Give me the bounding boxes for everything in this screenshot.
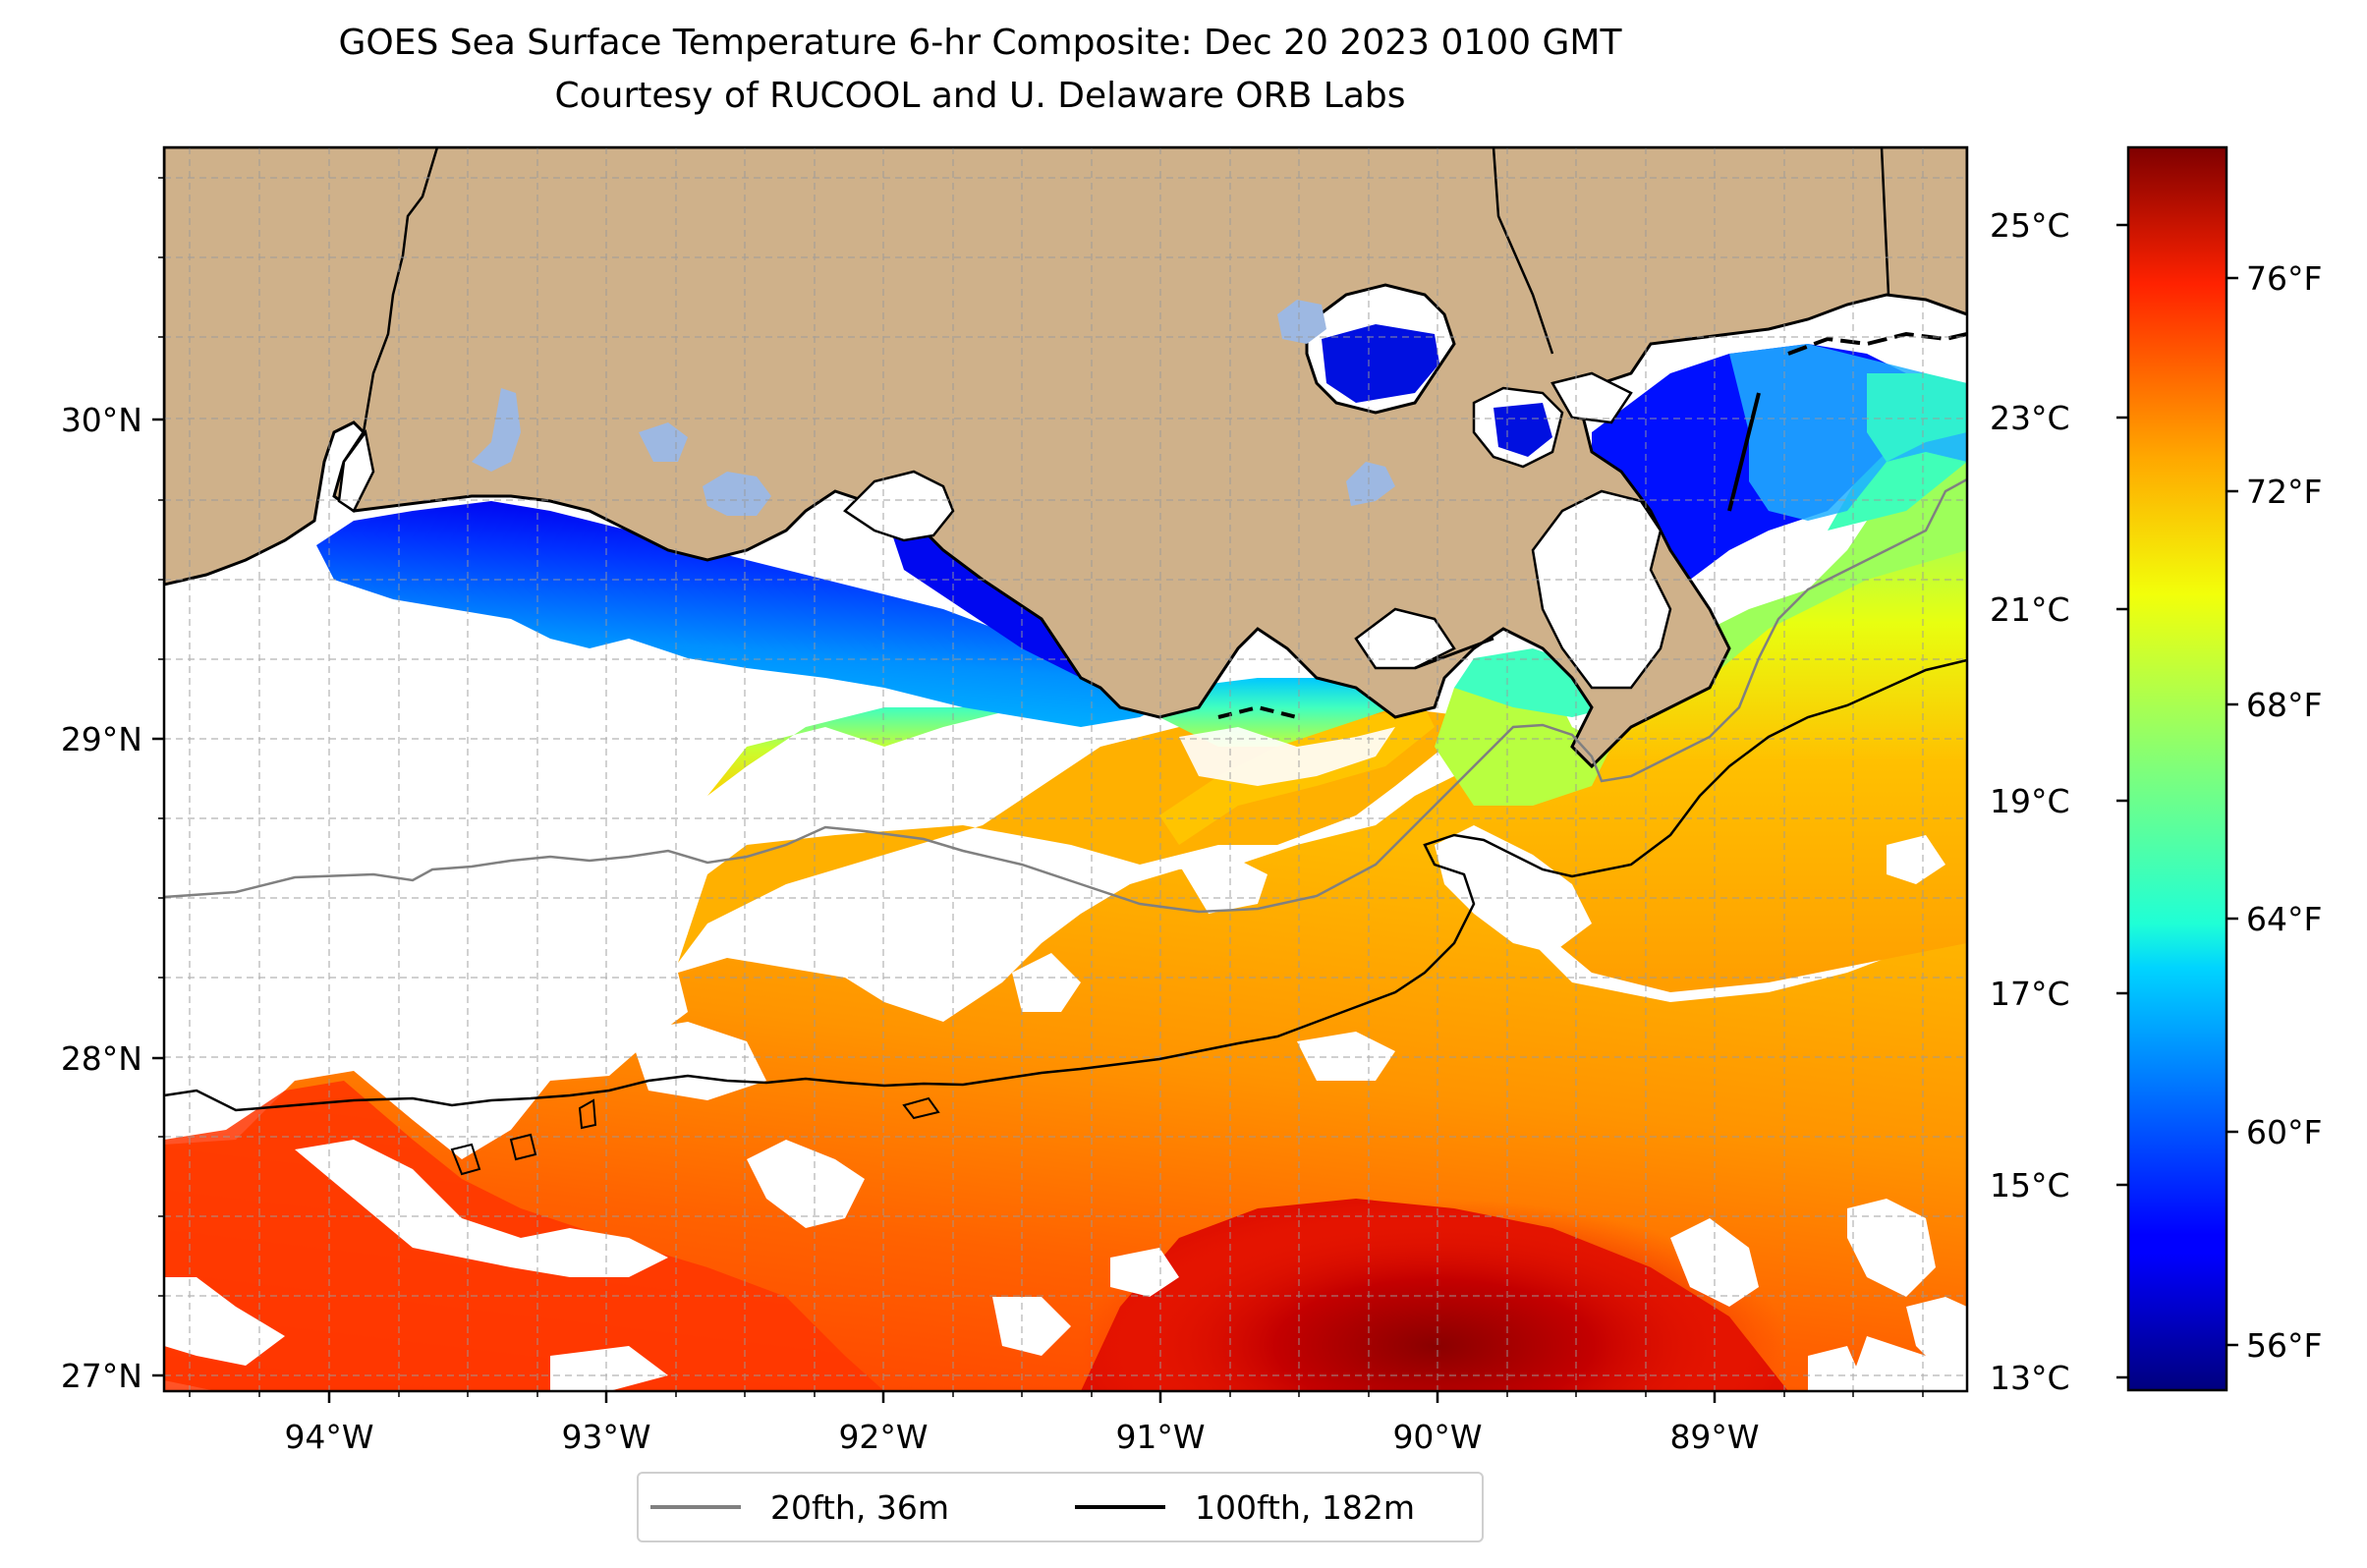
celsius-label-15: 15°C: [1990, 1166, 2070, 1204]
celsius-label-19: 19°C: [1990, 782, 2070, 820]
lon-label-94w: 94°W: [284, 1418, 373, 1456]
colorbar: [2128, 147, 2226, 1390]
isobath-100fth: [164, 658, 1967, 1112]
isobath-legend: 20fth, 36m 100fth, 182m: [637, 1472, 1484, 1542]
colorbar-celsius-ticks: [2116, 223, 2128, 1379]
inland-lakes: [472, 300, 1395, 516]
fahrenheit-label-64: 64°F: [2246, 900, 2322, 938]
sst-field: [164, 319, 1967, 1391]
lat-label-28n: 28°N: [61, 1039, 142, 1078]
lon-label-91w: 91°W: [1115, 1418, 1205, 1456]
lat-label-27n: 27°N: [61, 1357, 142, 1395]
celsius-label-21: 21°C: [1990, 590, 2070, 629]
legend-label-100fth: 100fth, 182m: [1195, 1487, 1415, 1527]
lon-label-92w: 92°W: [838, 1418, 928, 1456]
state-border: [362, 147, 439, 433]
fahrenheit-label-56: 56°F: [2246, 1326, 2322, 1365]
lat-label-29n: 29°N: [61, 720, 142, 758]
legend-swatch-20fth: [650, 1505, 741, 1509]
celsius-label-25: 25°C: [1990, 206, 2070, 245]
celsius-label-13: 13°C: [1990, 1359, 2070, 1397]
fahrenheit-label-72: 72°F: [2246, 473, 2322, 511]
map-panel: [164, 147, 1967, 1391]
fahrenheit-label-68: 68°F: [2246, 686, 2322, 724]
legend-item-20fth: 20fth, 36m: [650, 1474, 949, 1540]
legend-label-20fth: 20fth, 36m: [770, 1487, 949, 1527]
map-frame: [162, 145, 1969, 1393]
celsius-label-17: 17°C: [1990, 975, 2070, 1013]
legend-item-100fth: 100fth, 182m: [1075, 1474, 1415, 1540]
map-subtitle: Courtesy of RUCOOL and U. Delaware ORB L…: [554, 76, 1406, 116]
fahrenheit-label-60: 60°F: [2246, 1113, 2322, 1151]
legend-swatch-100fth: [1075, 1505, 1165, 1509]
celsius-label-23: 23°C: [1990, 399, 2070, 437]
map-gridlines: [164, 147, 1967, 1391]
isobath-20fth: [164, 477, 1967, 914]
lon-label-93w: 93°W: [561, 1418, 650, 1456]
colorbar-fahrenheit-ticks: [2226, 276, 2238, 1347]
lon-label-90w: 90°W: [1392, 1418, 1482, 1456]
lon-label-89w: 89°W: [1669, 1418, 1759, 1456]
fahrenheit-label-76: 76°F: [2246, 259, 2322, 298]
map-minor-ticks: [158, 177, 1924, 1397]
map-tick-marks: [152, 418, 1717, 1403]
lat-label-30n: 30°N: [61, 401, 142, 439]
map-title: GOES Sea Surface Temperature 6-hr Compos…: [338, 23, 1622, 63]
